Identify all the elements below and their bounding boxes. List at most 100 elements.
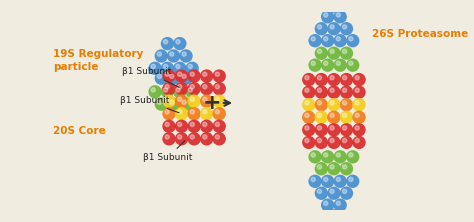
- Circle shape: [327, 209, 341, 222]
- Circle shape: [302, 111, 316, 124]
- Circle shape: [327, 98, 341, 111]
- Circle shape: [309, 175, 322, 188]
- Circle shape: [355, 101, 359, 105]
- Circle shape: [315, 47, 328, 60]
- Circle shape: [355, 138, 359, 143]
- Circle shape: [342, 88, 346, 92]
- Circle shape: [327, 73, 341, 86]
- Circle shape: [340, 47, 353, 60]
- Circle shape: [162, 82, 176, 95]
- Circle shape: [200, 120, 213, 133]
- Circle shape: [200, 82, 213, 95]
- Circle shape: [305, 88, 309, 92]
- Circle shape: [321, 150, 334, 164]
- Circle shape: [178, 122, 182, 127]
- Circle shape: [190, 72, 194, 76]
- Circle shape: [342, 165, 346, 169]
- Circle shape: [302, 98, 316, 111]
- Circle shape: [215, 122, 219, 127]
- Circle shape: [330, 165, 334, 169]
- Circle shape: [187, 69, 201, 83]
- Text: 20S Core: 20S Core: [54, 127, 106, 137]
- Circle shape: [342, 49, 346, 54]
- Circle shape: [155, 49, 168, 63]
- Circle shape: [148, 85, 162, 99]
- Circle shape: [315, 85, 328, 99]
- Circle shape: [188, 88, 192, 92]
- Circle shape: [178, 72, 182, 76]
- Circle shape: [200, 95, 213, 108]
- Circle shape: [179, 71, 192, 85]
- Circle shape: [190, 97, 194, 101]
- Circle shape: [203, 135, 207, 139]
- Circle shape: [215, 97, 219, 101]
- Circle shape: [317, 165, 322, 169]
- Circle shape: [179, 49, 192, 63]
- Circle shape: [330, 25, 334, 29]
- Circle shape: [165, 85, 169, 89]
- Circle shape: [336, 177, 340, 182]
- Circle shape: [346, 175, 359, 188]
- Circle shape: [321, 58, 334, 72]
- Circle shape: [215, 72, 219, 76]
- Circle shape: [175, 132, 188, 145]
- Circle shape: [330, 212, 334, 216]
- Circle shape: [317, 126, 322, 130]
- Circle shape: [161, 37, 174, 50]
- Circle shape: [148, 62, 162, 75]
- Circle shape: [330, 49, 334, 54]
- Circle shape: [212, 120, 226, 133]
- Circle shape: [187, 82, 201, 95]
- Circle shape: [315, 186, 328, 200]
- Circle shape: [161, 62, 174, 75]
- Circle shape: [185, 62, 199, 75]
- Circle shape: [349, 61, 353, 65]
- Circle shape: [334, 58, 347, 72]
- Circle shape: [215, 110, 219, 114]
- Circle shape: [170, 74, 174, 78]
- Circle shape: [334, 10, 347, 24]
- Circle shape: [330, 76, 334, 80]
- Circle shape: [342, 25, 346, 29]
- Circle shape: [190, 85, 194, 89]
- Circle shape: [352, 136, 366, 149]
- Circle shape: [321, 10, 334, 24]
- Circle shape: [352, 111, 366, 124]
- Circle shape: [215, 85, 219, 89]
- Circle shape: [317, 76, 322, 80]
- Circle shape: [352, 123, 366, 137]
- Circle shape: [162, 95, 176, 108]
- Text: 19S Regulatory
particle: 19S Regulatory particle: [54, 49, 144, 72]
- Circle shape: [324, 13, 328, 17]
- Circle shape: [200, 132, 213, 145]
- Circle shape: [176, 64, 180, 69]
- Circle shape: [311, 61, 315, 65]
- Circle shape: [176, 88, 180, 92]
- Circle shape: [175, 95, 188, 108]
- Circle shape: [305, 76, 309, 80]
- Circle shape: [155, 97, 168, 111]
- Circle shape: [185, 85, 199, 99]
- Circle shape: [305, 101, 309, 105]
- Text: β1 Subunit: β1 Subunit: [122, 67, 179, 87]
- Circle shape: [173, 85, 186, 99]
- Circle shape: [182, 100, 186, 104]
- Circle shape: [182, 74, 186, 78]
- Circle shape: [179, 97, 192, 111]
- Circle shape: [203, 110, 207, 114]
- Circle shape: [327, 0, 341, 13]
- Circle shape: [165, 97, 169, 101]
- Circle shape: [327, 85, 341, 99]
- Circle shape: [178, 110, 182, 114]
- Circle shape: [151, 88, 155, 92]
- Circle shape: [340, 186, 353, 200]
- Circle shape: [340, 73, 353, 86]
- Circle shape: [190, 110, 194, 114]
- Circle shape: [315, 98, 328, 111]
- Circle shape: [162, 120, 176, 133]
- Circle shape: [346, 34, 359, 47]
- Circle shape: [212, 132, 226, 145]
- Circle shape: [212, 82, 226, 95]
- Circle shape: [330, 189, 334, 194]
- Circle shape: [334, 175, 347, 188]
